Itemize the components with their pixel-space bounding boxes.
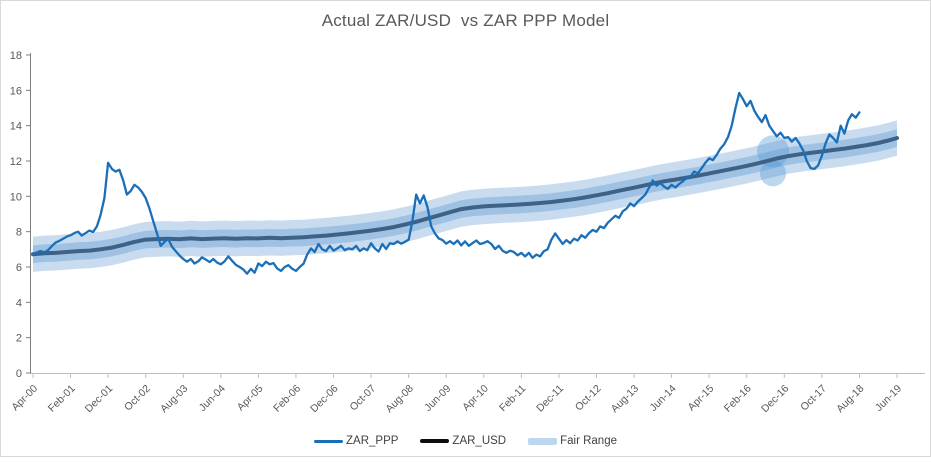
- y-tick-label: 18: [10, 50, 22, 62]
- y-tick-label: 8: [16, 227, 22, 239]
- y-tick-label: 2: [16, 333, 22, 345]
- x-tick-label: Oct-07: [347, 383, 378, 414]
- chart-title: Actual ZAR/USD vs ZAR PPP Model: [321, 11, 610, 30]
- x-tick-label: Apr-05: [235, 383, 266, 414]
- legend-label: Fair Range: [560, 435, 617, 447]
- legend-swatch: [314, 439, 343, 443]
- x-tick-label: Jun-09: [422, 383, 453, 414]
- x-tick-label: Dec-11: [534, 383, 566, 415]
- x-tick-label: Feb-06: [271, 383, 303, 415]
- x-tick-label: Feb-16: [722, 383, 754, 415]
- fair-range-inner-band: [33, 129, 897, 264]
- y-tick-label: 0: [16, 368, 22, 380]
- x-tick-label: Aug-08: [383, 383, 416, 416]
- x-tick-label: Jun-14: [648, 383, 679, 414]
- y-tick-label: 10: [10, 191, 22, 203]
- x-tick-label: Dec-01: [83, 383, 116, 416]
- y-tick-label: 4: [16, 297, 22, 309]
- highlight-marker: [760, 160, 786, 187]
- legend-label: ZAR_USD: [452, 435, 507, 447]
- legend-label: ZAR_PPP: [346, 435, 399, 447]
- x-tick-label: Feb-01: [46, 383, 78, 415]
- x-tick-label: Feb-11: [497, 383, 529, 415]
- legend-item-zar-usd: ZAR_USD: [420, 435, 506, 447]
- legend-item-zar-ppp: ZAR_PPP: [314, 435, 398, 447]
- x-tick-label: Apr-00: [9, 383, 40, 414]
- zar-usd-line: [31, 136, 899, 257]
- legend: ZAR_PPP ZAR_USD Fair Range: [0, 435, 931, 447]
- y-tick-label: 12: [10, 156, 22, 168]
- x-tick-label: Apr-15: [686, 383, 717, 414]
- legend-item-fair-range: Fair Range: [528, 435, 617, 447]
- x-tick-label: Apr-10: [460, 383, 491, 414]
- x-tick-label: Oct-02: [122, 383, 153, 414]
- x-tick-label: Jun-04: [197, 383, 228, 414]
- x-tick-label: Oct-17: [798, 383, 829, 414]
- y-tick-label: 16: [10, 85, 22, 97]
- zar-ppp-line: [31, 91, 861, 275]
- x-tick-label: Dec-16: [759, 383, 792, 416]
- x-tick-label: Dec-06: [308, 383, 341, 416]
- legend-swatch: [420, 439, 450, 443]
- y-tick-label: 6: [16, 262, 22, 274]
- x-tick-label: Aug-03: [158, 383, 191, 416]
- x-tick-label: Aug-18: [834, 383, 867, 416]
- y-tick-label: 14: [10, 121, 22, 133]
- x-tick-label: Aug-13: [609, 383, 642, 416]
- x-tick-label: Jun-19: [873, 383, 904, 414]
- legend-swatch: [528, 437, 558, 445]
- x-tick-label: Oct-12: [573, 383, 604, 414]
